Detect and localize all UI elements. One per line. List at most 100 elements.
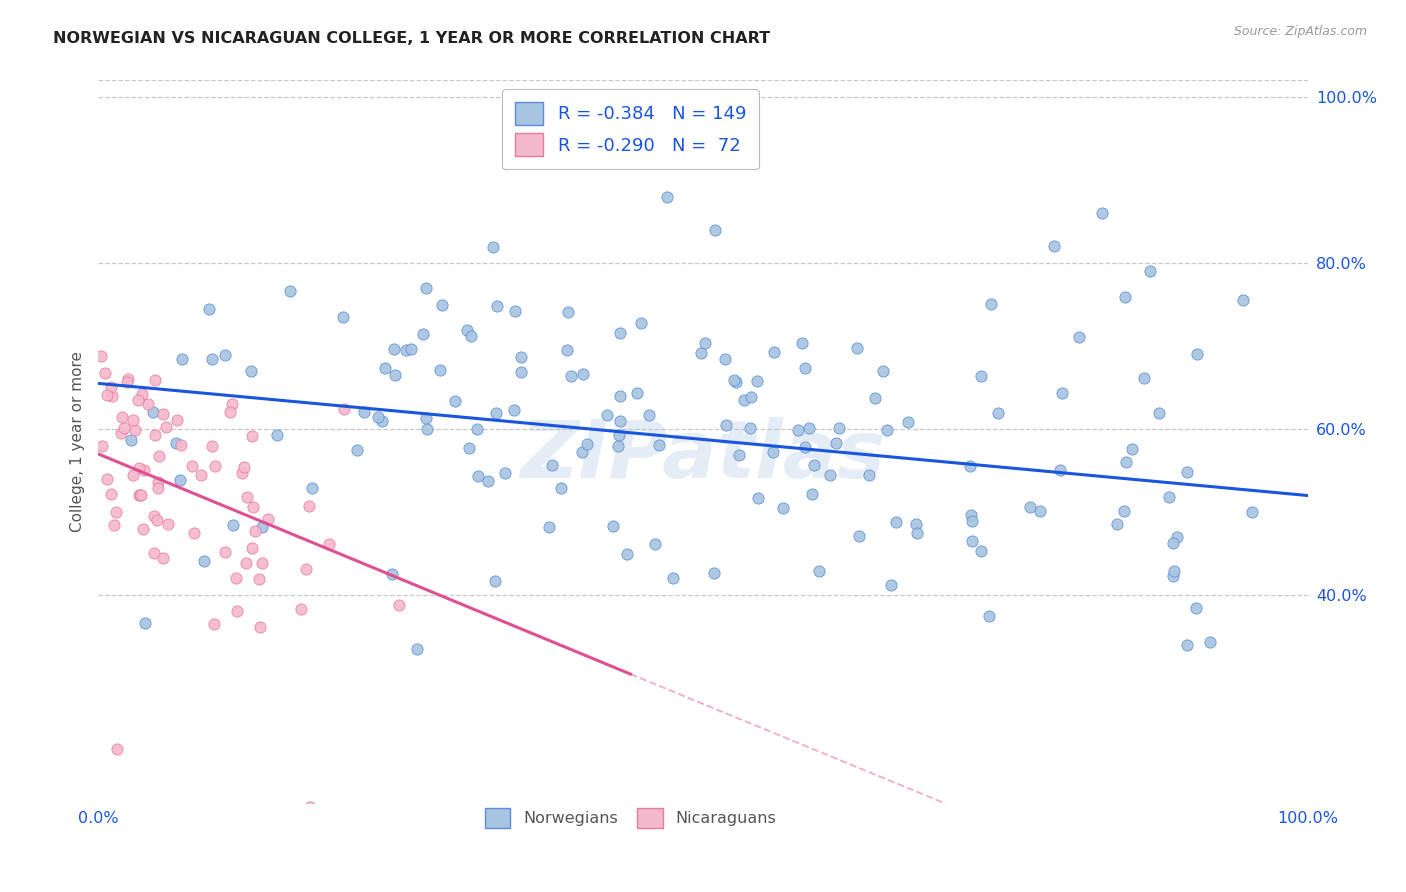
- Point: [740, 421, 762, 435]
- Point: [467, 469, 489, 483]
- Point: [655, 189, 678, 203]
- Point: [129, 488, 152, 502]
- Point: [846, 341, 869, 355]
- Point: [399, 342, 422, 356]
- Point: [222, 517, 245, 532]
- Point: [1067, 330, 1090, 344]
- Point: [714, 352, 737, 367]
- Point: [235, 556, 257, 570]
- Point: [1018, 500, 1040, 514]
- Point: [987, 406, 1010, 420]
- Point: [863, 391, 886, 405]
- Point: [214, 545, 236, 559]
- Point: [105, 505, 128, 519]
- Point: [481, 240, 503, 254]
- Point: [630, 316, 652, 330]
- Point: [381, 566, 404, 581]
- Text: ZIPatlas: ZIPatlas: [520, 417, 886, 495]
- Point: [1161, 569, 1184, 583]
- Point: [146, 481, 169, 495]
- Point: [477, 475, 499, 489]
- Point: [571, 445, 593, 459]
- Point: [101, 389, 124, 403]
- Point: [395, 343, 418, 357]
- Point: [250, 556, 273, 570]
- Point: [1042, 239, 1064, 253]
- Point: [1185, 600, 1208, 615]
- Point: [648, 438, 671, 452]
- Point: [970, 368, 993, 383]
- Point: [318, 537, 340, 551]
- Point: [152, 551, 174, 566]
- Point: [122, 413, 145, 427]
- Point: [143, 546, 166, 560]
- Point: [134, 615, 156, 630]
- Point: [1166, 530, 1188, 544]
- Point: [278, 284, 301, 298]
- Point: [221, 397, 243, 411]
- Point: [609, 326, 631, 341]
- Point: [142, 405, 165, 419]
- Point: [560, 368, 582, 383]
- Point: [962, 534, 984, 549]
- Point: [807, 564, 830, 578]
- Point: [509, 365, 531, 379]
- Point: [740, 390, 762, 404]
- Point: [387, 598, 409, 612]
- Point: [704, 223, 727, 237]
- Point: [117, 371, 139, 385]
- Point: [1052, 385, 1074, 400]
- Point: [204, 458, 226, 473]
- Point: [1187, 347, 1209, 361]
- Point: [848, 529, 870, 543]
- Point: [100, 487, 122, 501]
- Point: [723, 373, 745, 387]
- Point: [115, 375, 138, 389]
- Point: [245, 524, 267, 538]
- Point: [1112, 504, 1135, 518]
- Point: [239, 364, 262, 378]
- Point: [190, 467, 212, 482]
- Point: [94, 366, 117, 380]
- Point: [1139, 264, 1161, 278]
- Point: [456, 322, 478, 336]
- Point: [979, 609, 1001, 624]
- Point: [103, 517, 125, 532]
- Point: [242, 500, 264, 514]
- Point: [557, 305, 579, 319]
- Point: [121, 468, 143, 483]
- Point: [231, 466, 253, 480]
- Point: [219, 405, 242, 419]
- Point: [872, 364, 894, 378]
- Point: [818, 468, 841, 483]
- Point: [959, 459, 981, 474]
- Text: Source: ZipAtlas.com: Source: ZipAtlas.com: [1233, 25, 1367, 38]
- Point: [90, 349, 112, 363]
- Point: [728, 448, 751, 462]
- Point: [367, 409, 389, 424]
- Point: [429, 363, 451, 377]
- Point: [346, 443, 368, 458]
- Point: [465, 422, 488, 436]
- Point: [112, 420, 135, 434]
- Point: [201, 439, 224, 453]
- Point: [541, 458, 564, 473]
- Point: [970, 544, 993, 558]
- Point: [1159, 491, 1181, 505]
- Point: [201, 351, 224, 366]
- Point: [143, 427, 166, 442]
- Point: [152, 407, 174, 421]
- Point: [897, 415, 920, 429]
- Point: [382, 342, 405, 356]
- Point: [412, 326, 434, 341]
- Point: [1114, 290, 1136, 304]
- Point: [794, 361, 817, 376]
- Point: [353, 405, 375, 419]
- Point: [146, 475, 169, 490]
- Point: [828, 420, 851, 434]
- Point: [1163, 565, 1185, 579]
- Point: [905, 516, 928, 531]
- Point: [128, 461, 150, 475]
- Point: [100, 380, 122, 394]
- Point: [1091, 206, 1114, 220]
